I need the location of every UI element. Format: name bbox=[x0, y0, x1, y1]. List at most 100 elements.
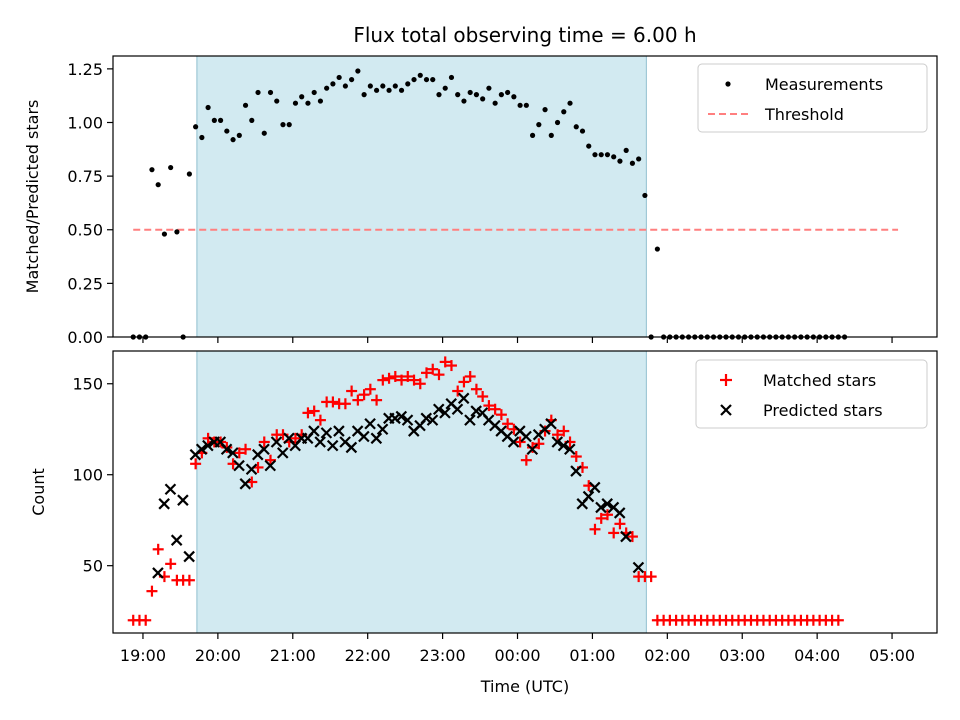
measurement-point bbox=[161, 231, 168, 237]
matched-star-point bbox=[608, 527, 620, 539]
matched-star-point bbox=[533, 438, 545, 450]
matched-star-point bbox=[514, 436, 526, 448]
top-ytick-label: 1.00 bbox=[67, 113, 103, 132]
top-x-ticks bbox=[142, 337, 893, 343]
measurement-point bbox=[149, 167, 155, 173]
bottom-ytick-label: 50 bbox=[83, 557, 103, 576]
predicted-star-point bbox=[326, 439, 339, 452]
measurement-point bbox=[573, 124, 579, 130]
measurement-point bbox=[155, 182, 161, 188]
bottom-xtick-label: 23:00 bbox=[420, 646, 466, 665]
predicted-star-point bbox=[507, 436, 520, 448]
predicted-stars-points bbox=[152, 392, 645, 579]
predicted-star-point bbox=[264, 459, 277, 472]
matched-star-point bbox=[626, 531, 638, 543]
matched-star-point bbox=[614, 518, 626, 530]
top-ytick-label: 1.25 bbox=[67, 60, 103, 79]
measurement-point bbox=[193, 124, 199, 130]
measurement-point bbox=[598, 152, 604, 158]
top-y-axis-label: Matched/Predicted stars bbox=[23, 100, 42, 294]
matched-star-point bbox=[421, 367, 433, 379]
bottom-xtick-label: 22:00 bbox=[345, 646, 391, 665]
bottom-xtick-label: 21:00 bbox=[270, 646, 316, 665]
bottom-xtick-label: 05:00 bbox=[869, 646, 915, 665]
measurement-point bbox=[517, 102, 523, 108]
measurement-point bbox=[224, 128, 230, 134]
predicted-star-point bbox=[333, 425, 345, 437]
matched-star-point bbox=[190, 458, 202, 470]
matched-star-point bbox=[364, 383, 376, 395]
legend-threshold-label: Threshold bbox=[764, 105, 844, 124]
measurement-point bbox=[617, 158, 623, 164]
measurement-point bbox=[311, 89, 317, 96]
measurement-point bbox=[242, 102, 249, 108]
top-ytick-label: 0.25 bbox=[67, 274, 103, 293]
matched-star-point bbox=[470, 383, 482, 395]
matched-star-point bbox=[477, 390, 489, 402]
matched-star-point bbox=[165, 558, 177, 570]
predicted-star-point bbox=[464, 414, 476, 426]
predicted-star-point bbox=[570, 465, 582, 477]
measurement-point bbox=[305, 100, 311, 106]
bottom-xtick-label: 00:00 bbox=[494, 646, 540, 665]
measurement-point bbox=[486, 85, 492, 91]
top-legend: Measurements Threshold bbox=[697, 63, 928, 133]
measurement-point bbox=[586, 143, 592, 149]
measurement-point bbox=[349, 76, 355, 83]
matched-star-point bbox=[346, 385, 358, 397]
observing-span-shade-top bbox=[196, 55, 647, 338]
predicted-star-point bbox=[152, 567, 164, 579]
measurement-point bbox=[448, 74, 455, 81]
measurement-point bbox=[629, 160, 636, 166]
measurement-point bbox=[579, 128, 586, 134]
measurement-point bbox=[461, 98, 467, 104]
measurement-point bbox=[355, 68, 361, 74]
matched-star-point bbox=[452, 385, 464, 397]
legend-measurements-label: Measurements bbox=[765, 75, 883, 94]
legend-matched-label: Matched stars bbox=[763, 371, 876, 390]
matched-star-point bbox=[308, 405, 320, 417]
matched-star-point bbox=[289, 432, 301, 444]
measurement-point bbox=[205, 104, 211, 111]
predicted-star-point bbox=[595, 501, 607, 514]
measurement-point bbox=[623, 147, 629, 153]
predicted-star-point bbox=[395, 410, 408, 423]
matched-star-point bbox=[552, 429, 564, 441]
measurement-point bbox=[292, 100, 299, 106]
measurement-point bbox=[604, 152, 611, 158]
matched-star-point bbox=[352, 394, 364, 406]
measurement-point bbox=[324, 85, 330, 91]
measurement-point bbox=[249, 117, 255, 123]
matched-star-point bbox=[527, 441, 539, 453]
matched-star-point bbox=[146, 585, 158, 597]
measurement-point bbox=[367, 83, 373, 89]
measurement-point bbox=[548, 132, 554, 138]
predicted-star-point bbox=[620, 530, 632, 543]
matched-star-point bbox=[302, 407, 314, 419]
measurement-point bbox=[642, 192, 648, 199]
matched-star-point bbox=[595, 512, 607, 524]
matched-star-point bbox=[402, 370, 414, 382]
matched-star-point bbox=[383, 372, 395, 384]
matched-star-point bbox=[240, 443, 252, 455]
bottom-legend-box bbox=[695, 359, 928, 429]
predicted-star-point bbox=[439, 407, 451, 419]
matched-star-point bbox=[589, 523, 601, 535]
measurement-point bbox=[236, 132, 242, 138]
matched-star-point bbox=[433, 369, 445, 381]
predicted-star-point bbox=[314, 436, 326, 448]
matched-star-point bbox=[152, 543, 164, 555]
predicted-star-point bbox=[588, 481, 601, 494]
predicted-star-point bbox=[345, 441, 358, 454]
matched-star-point bbox=[558, 425, 570, 437]
measurement-point bbox=[480, 96, 486, 102]
measurement-point bbox=[168, 164, 174, 171]
predicted-star-point bbox=[233, 459, 245, 472]
measurement-point bbox=[342, 83, 348, 89]
measurement-point bbox=[386, 87, 392, 93]
matched-star-point bbox=[396, 374, 408, 386]
predicted-star-point bbox=[170, 534, 183, 546]
measurement-point bbox=[299, 94, 305, 100]
matched-star-point bbox=[408, 374, 420, 386]
x-axis-label: Time (UTC) bbox=[480, 677, 569, 696]
